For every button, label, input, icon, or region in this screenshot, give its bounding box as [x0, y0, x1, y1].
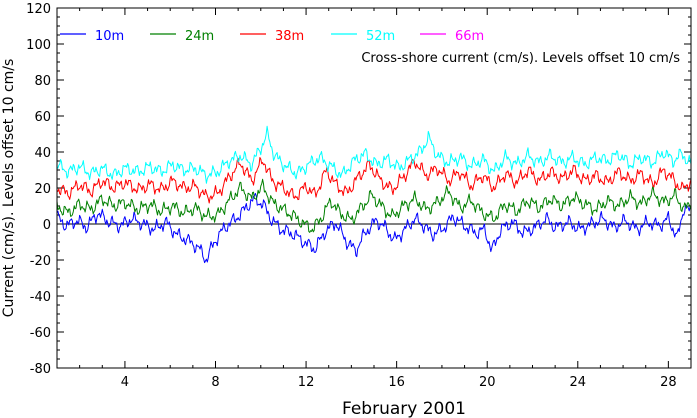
- y-tick-label: -40: [30, 290, 51, 305]
- plot-frame: [56, 7, 692, 369]
- x-tick-label: 20: [479, 375, 496, 390]
- y-tick-label: 60: [34, 110, 51, 125]
- legend-label-52m: 52m: [366, 29, 395, 44]
- y-tick-label: 80: [34, 74, 51, 89]
- series-line-10m: [56, 192, 692, 264]
- legend: 10m 24m 38m 52m 66m: [60, 29, 484, 44]
- chart-annotation: Cross-shore current (cm/s). Levels offse…: [361, 51, 680, 66]
- x-tick-label: 28: [660, 375, 677, 390]
- legend-label-24m: 24m: [185, 29, 214, 44]
- x-tick-label: 4: [121, 375, 129, 390]
- y-tick-label: 40: [34, 146, 51, 161]
- legend-label-66m: 66m: [455, 29, 484, 44]
- y-tick-label: 0: [43, 218, 51, 233]
- x-tick-label: 8: [211, 375, 219, 390]
- x-tick-label: 24: [570, 375, 587, 390]
- legend-label-10m: 10m: [95, 29, 124, 44]
- tick-layer: -80 -60 -40 -20 0 20 40 60 80 100 120 4 8 12 16 20 24 28: [26, 2, 692, 390]
- y-tick-label: -60: [30, 326, 51, 341]
- series-line-38m: [56, 157, 692, 204]
- x-tick-label: 16: [388, 375, 405, 390]
- x-tick-label: 12: [298, 375, 315, 390]
- legend-label-38m: 38m: [275, 29, 304, 44]
- x-axis-label: February 2001: [342, 399, 466, 418]
- y-axis-label: Current (cm/s). Levels offset 10 cm/s: [1, 59, 17, 318]
- y-tick-label: 100: [26, 38, 51, 53]
- y-tick-label: -80: [30, 362, 51, 377]
- y-tick-label: 120: [26, 2, 51, 17]
- series-line-52m: [56, 125, 692, 184]
- series-line-24m: [56, 178, 692, 233]
- y-tick-label: 20: [34, 182, 51, 197]
- series-layer: [56, 125, 692, 264]
- y-tick-label: -20: [30, 254, 51, 269]
